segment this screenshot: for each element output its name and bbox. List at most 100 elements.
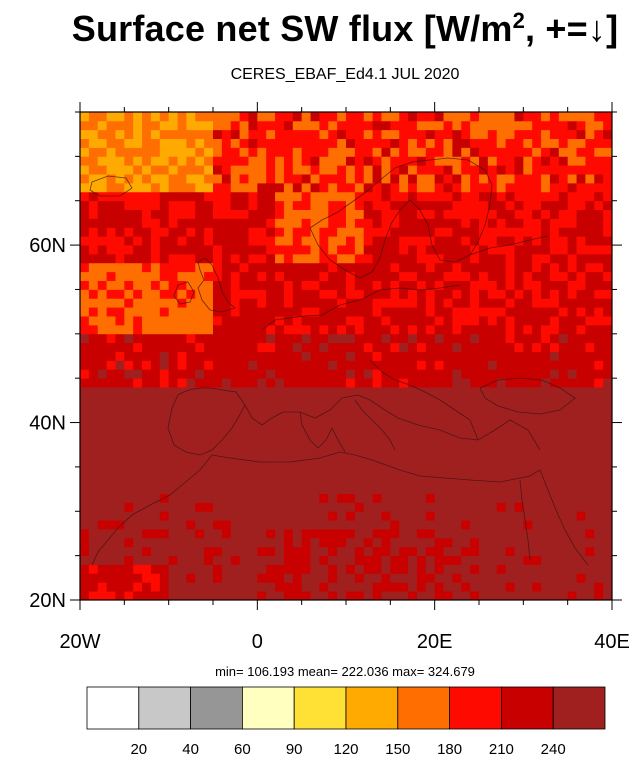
flux-cell: [168, 582, 178, 592]
flux-cell: [390, 511, 400, 521]
flux-cell: [452, 324, 462, 335]
flux-cell: [204, 582, 214, 592]
flux-cell: [372, 316, 382, 326]
flux-cell: [80, 546, 90, 557]
flux-cell: [230, 475, 240, 486]
flux-cell: [80, 120, 90, 131]
flux-cell: [549, 120, 560, 131]
flux-cell: [88, 351, 99, 361]
flux-cell: [594, 422, 604, 432]
flux-cell: [292, 591, 303, 600]
flux-cell: [443, 209, 453, 219]
flux-cell: [124, 209, 134, 219]
flux-cell: [416, 449, 427, 459]
flux-cell: [80, 298, 90, 308]
flux-cell: [594, 351, 604, 361]
flux-cell: [346, 520, 356, 530]
flux-cell: [408, 351, 418, 361]
flux-cell: [186, 413, 196, 423]
flux-cell: [603, 307, 612, 317]
flux-cell: [301, 307, 311, 317]
flux-cell: [443, 502, 453, 512]
flux-cell: [204, 271, 214, 281]
flux-cell: [576, 413, 586, 423]
tick-label: 40E: [594, 631, 630, 653]
flux-cell: [558, 342, 569, 352]
flux-cell: [195, 253, 205, 264]
flux-cell: [88, 422, 99, 432]
flux-cell: [88, 529, 99, 539]
flux-cell: [487, 529, 498, 539]
flux-cell: [549, 289, 560, 299]
flux-cell: [88, 342, 99, 352]
flux-cell: [372, 289, 382, 299]
flux-cell: [204, 156, 214, 166]
flux-cell: [505, 360, 515, 370]
flux-cell: [425, 387, 436, 397]
flux-cell: [266, 262, 276, 273]
flux-cell: [381, 165, 391, 175]
flux-cell: [150, 209, 161, 219]
flux-cell: [142, 564, 152, 574]
flux-cell: [496, 174, 506, 184]
flux-cell: [603, 165, 612, 175]
flux-cell: [425, 307, 436, 317]
flux-cell: [213, 129, 223, 140]
flux-cell: [257, 200, 267, 210]
flux-cell: [142, 413, 152, 423]
flux-cell: [541, 253, 551, 264]
flux-cell: [470, 342, 480, 352]
flux-cell: [425, 484, 436, 494]
flux-cell: [470, 165, 480, 175]
flux-cell: [266, 280, 276, 290]
flux-cell: [88, 333, 99, 344]
flux-cell: [549, 165, 560, 175]
flux-cell: [558, 466, 569, 477]
flux-cell: [80, 262, 90, 273]
flux-cell: [97, 316, 107, 326]
flux-cell: [363, 387, 373, 397]
flux-cell: [532, 298, 542, 308]
flux-cell: [594, 307, 604, 317]
flux-cell: [283, 236, 294, 246]
flux-cell: [585, 333, 595, 344]
flux-cell: [204, 342, 214, 352]
flux-cell: [248, 245, 258, 255]
flux-cell: [443, 360, 453, 370]
flux-cell: [487, 475, 498, 486]
flux-cell: [275, 440, 285, 450]
flux-cell: [275, 324, 285, 335]
flux-cell: [239, 404, 249, 415]
flux-cell: [390, 458, 400, 468]
flux-cell: [487, 422, 498, 432]
flux-cell: [213, 342, 223, 352]
flux-cell: [88, 289, 99, 299]
flux-cell: [97, 591, 107, 600]
flux-cell: [150, 182, 161, 193]
flux-cell: [346, 316, 356, 326]
flux-cell: [204, 520, 214, 530]
flux-cell: [168, 218, 178, 228]
flux-cell: [372, 449, 382, 459]
flux-cell: [159, 200, 170, 210]
flux-cell: [567, 378, 577, 388]
flux-cell: [567, 511, 577, 521]
flux-cell: [337, 413, 347, 423]
flux-cell: [585, 298, 595, 308]
flux-cell: [177, 191, 187, 202]
flux-cell: [585, 253, 595, 264]
flux-cell: [354, 227, 365, 237]
flux-cell: [496, 493, 506, 503]
flux-cell: [541, 262, 551, 273]
flux-cell: [115, 316, 125, 326]
flux-cell: [221, 520, 232, 530]
flux-cell: [275, 422, 285, 432]
flux-cell: [461, 245, 471, 255]
flux-cell: [337, 564, 347, 574]
flux-cell: [168, 466, 178, 477]
flux-cell: [133, 351, 143, 361]
flux-cell: [337, 245, 347, 255]
flux-cell: [328, 191, 338, 202]
flux-cell: [88, 156, 99, 166]
flux-cell: [283, 404, 294, 415]
